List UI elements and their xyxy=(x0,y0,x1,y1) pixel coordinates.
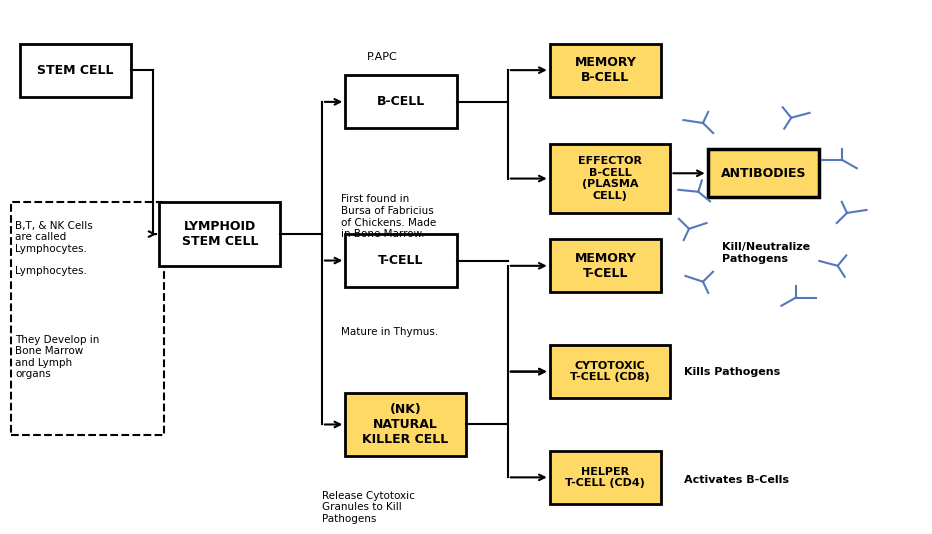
Text: They Develop in
Bone Marrow
and Lymph
organs: They Develop in Bone Marrow and Lymph or… xyxy=(15,335,100,379)
FancyBboxPatch shape xyxy=(550,44,661,97)
Text: Lymphocytes.: Lymphocytes. xyxy=(15,266,88,276)
Text: Kills Pathogens: Kills Pathogens xyxy=(684,367,781,376)
Text: B-CELL: B-CELL xyxy=(377,96,425,108)
Text: Release Cytotoxic
Granules to Kill
Pathogens: Release Cytotoxic Granules to Kill Patho… xyxy=(322,491,415,524)
Text: LYMPHOID
STEM CELL: LYMPHOID STEM CELL xyxy=(182,220,258,248)
FancyBboxPatch shape xyxy=(707,150,819,197)
FancyBboxPatch shape xyxy=(159,202,281,266)
Text: Mature in Thymus.: Mature in Thymus. xyxy=(340,327,438,336)
FancyBboxPatch shape xyxy=(345,75,457,128)
FancyBboxPatch shape xyxy=(550,451,661,504)
Text: P.APC: P.APC xyxy=(367,52,398,62)
Text: Activates B-Cells: Activates B-Cells xyxy=(684,475,789,485)
FancyBboxPatch shape xyxy=(345,234,457,287)
Text: HELPER
T-CELL (CD4): HELPER T-CELL (CD4) xyxy=(566,467,645,488)
FancyBboxPatch shape xyxy=(345,392,466,456)
Text: ANTIBODIES: ANTIBODIES xyxy=(720,167,806,180)
Text: (NK)
NATURAL
KILLER CELL: (NK) NATURAL KILLER CELL xyxy=(363,403,448,446)
FancyBboxPatch shape xyxy=(550,144,670,213)
FancyBboxPatch shape xyxy=(20,44,131,97)
FancyBboxPatch shape xyxy=(10,202,164,435)
FancyBboxPatch shape xyxy=(550,239,661,292)
Text: MEMORY
T-CELL: MEMORY T-CELL xyxy=(574,252,637,280)
Text: Kill/Neutralize
Pathogens: Kill/Neutralize Pathogens xyxy=(721,242,810,264)
FancyBboxPatch shape xyxy=(550,345,670,398)
Text: MEMORY
B-CELL: MEMORY B-CELL xyxy=(574,56,637,84)
Text: T-CELL: T-CELL xyxy=(378,254,424,267)
Text: B,T, & NK Cells
are called
Lymphocytes.: B,T, & NK Cells are called Lymphocytes. xyxy=(15,221,93,254)
Text: EFFECTOR
B-CELL
(PLASMA
CELL): EFFECTOR B-CELL (PLASMA CELL) xyxy=(578,156,642,201)
Text: CYTOTOXIC
T-CELL (CD8): CYTOTOXIC T-CELL (CD8) xyxy=(570,361,650,382)
Text: STEM CELL: STEM CELL xyxy=(37,64,114,77)
Text: First found in
Bursa of Fabricius
of Chickens. Made
in Bone Marrow.: First found in Bursa of Fabricius of Chi… xyxy=(340,194,436,239)
